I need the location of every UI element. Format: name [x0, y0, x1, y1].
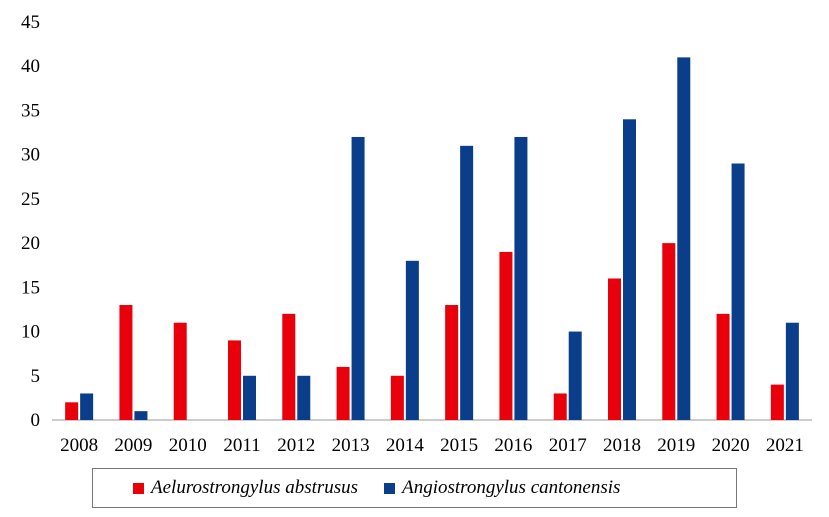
bar-aelurostrongylus-2017	[553, 393, 567, 420]
bar-aelurostrongylus-2013	[336, 366, 350, 420]
bar-aelurostrongylus-2018	[608, 278, 621, 420]
bar-angiostrongylus-2017	[568, 331, 582, 420]
x-tick-label: 2015	[440, 435, 478, 456]
x-tick-label: 2009	[114, 435, 152, 456]
y-tick-label: 45	[21, 12, 40, 33]
bar-aelurostrongylus-2010	[173, 322, 187, 420]
x-tick-label: 2017	[549, 435, 587, 456]
bar-angiostrongylus-2015	[460, 145, 474, 421]
bar-aelurostrongylus-2014	[390, 375, 404, 420]
x-tick-label: 2020	[712, 435, 750, 456]
bar-angiostrongylus-2016	[514, 136, 528, 420]
bar-aelurostrongylus-2016	[499, 251, 513, 420]
bar-aelurostrongylus-2012	[282, 313, 296, 420]
legend-item-angiostrongylus: Angiostrongylus cantonensis	[384, 477, 620, 499]
y-tick-label: 20	[21, 233, 40, 254]
bar-angiostrongylus-2009	[134, 411, 148, 420]
bar-aelurostrongylus-2015	[445, 305, 459, 420]
legend-swatch-blue	[384, 482, 396, 494]
y-tick-label: 15	[21, 277, 40, 298]
x-tick-label: 2018	[603, 435, 641, 456]
bar-angiostrongylus-2020	[731, 163, 745, 420]
legend-label: Aelurostrongylus abstrusus	[151, 477, 359, 498]
x-tick-label: 2012	[277, 435, 315, 456]
y-tick-label: 10	[21, 322, 40, 343]
bar-angiostrongylus-2021	[785, 322, 799, 420]
bar-series	[65, 57, 799, 421]
x-tick-label: 2011	[223, 435, 260, 456]
x-tick-label: 2013	[332, 435, 370, 456]
bar-aelurostrongylus-2019	[662, 243, 676, 420]
legend-label: Angiostrongylus cantonensis	[402, 477, 621, 498]
y-tick-label: 25	[21, 189, 40, 210]
legend: Aelurostrongylus abstrusus Angiostrongyl…	[92, 468, 737, 508]
y-axis-ticks: 0 5 10 15 20 25 30 35 40 45	[21, 12, 40, 431]
bar-angiostrongylus-2014	[405, 260, 419, 420]
bar-aelurostrongylus-2011	[228, 340, 241, 420]
bar-aelurostrongylus-2020	[716, 313, 730, 420]
x-axis-ticks: 2008 2009 2010 2011 2012 2013 2014 2015 2016 2017…	[60, 435, 804, 456]
bar-aelurostrongylus-2008	[65, 402, 79, 420]
x-tick-label: 2008	[60, 435, 98, 456]
bar-angiostrongylus-2018	[623, 119, 636, 421]
y-tick-label: 40	[21, 56, 40, 77]
legend-item-aelurostrongylus: Aelurostrongylus abstrusus	[133, 477, 358, 499]
legend-swatch-red	[133, 482, 144, 494]
y-tick-label: 0	[31, 410, 41, 431]
y-tick-label: 35	[21, 100, 40, 121]
bar-aelurostrongylus-2021	[770, 384, 784, 420]
x-tick-label: 2010	[169, 435, 207, 456]
y-tick-label: 5	[31, 366, 41, 387]
bar-angiostrongylus-2011	[243, 375, 256, 420]
bar-angiostrongylus-2012	[297, 375, 311, 420]
x-tick-label: 2016	[494, 435, 532, 456]
bar-angiostrongylus-2019	[677, 57, 691, 420]
x-tick-label: 2021	[766, 435, 804, 456]
y-tick-label: 30	[21, 145, 40, 166]
bar-aelurostrongylus-2009	[119, 305, 133, 420]
x-tick-label: 2019	[657, 435, 695, 456]
bar-angiostrongylus-2008	[80, 393, 94, 420]
x-tick-label: 2014	[386, 435, 425, 456]
bar-angiostrongylus-2013	[351, 136, 365, 420]
